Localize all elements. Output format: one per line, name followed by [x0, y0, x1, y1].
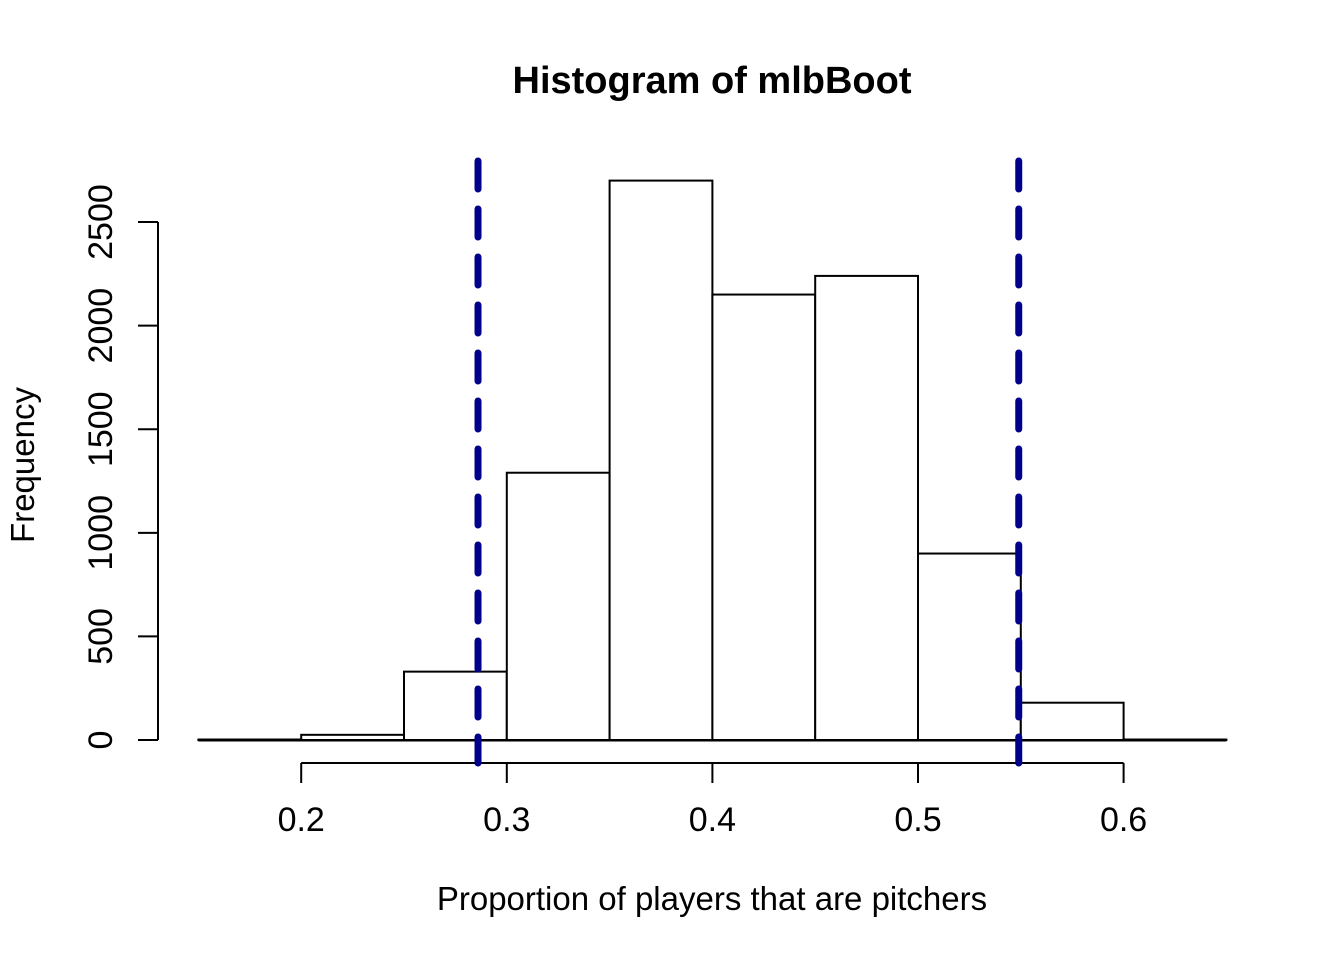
y-tick-label: 500 [82, 608, 120, 665]
x-tick-label: 0.6 [1100, 801, 1147, 839]
y-tick-label: 1500 [82, 391, 120, 467]
axes-layer: 0 500 1000 1500 2000 2500 0.2 0.3 0.4 0.5 0.6 [82, 184, 1147, 839]
chart-title: Histogram of mlbBoot [513, 60, 912, 102]
histogram-bar [917, 552, 1022, 741]
x-tick-label: 0.5 [894, 801, 941, 839]
y-axis-title: Frequency [4, 387, 41, 543]
histogram-bar [1019, 701, 1125, 741]
x-tick-label: 0.3 [483, 801, 530, 839]
histogram-bar [814, 274, 920, 741]
histogram-bar [711, 293, 817, 741]
y-tick-label: 0 [82, 731, 120, 750]
histogram-bar [505, 471, 611, 741]
histogram-bar [608, 179, 714, 742]
y-tick-label: 2500 [82, 184, 120, 260]
histogram-bar [300, 733, 406, 742]
x-axis-title: Proportion of players that are pitchers [437, 880, 987, 917]
y-tick-label: 2000 [82, 288, 120, 364]
x-tick-label: 0.4 [689, 801, 736, 839]
y-tick-label: 1000 [82, 495, 120, 571]
ci-lines-layer [474, 157, 1023, 767]
bars-layer [197, 179, 1228, 742]
x-tick-label: 0.2 [278, 801, 325, 839]
histogram-bar [403, 670, 508, 742]
